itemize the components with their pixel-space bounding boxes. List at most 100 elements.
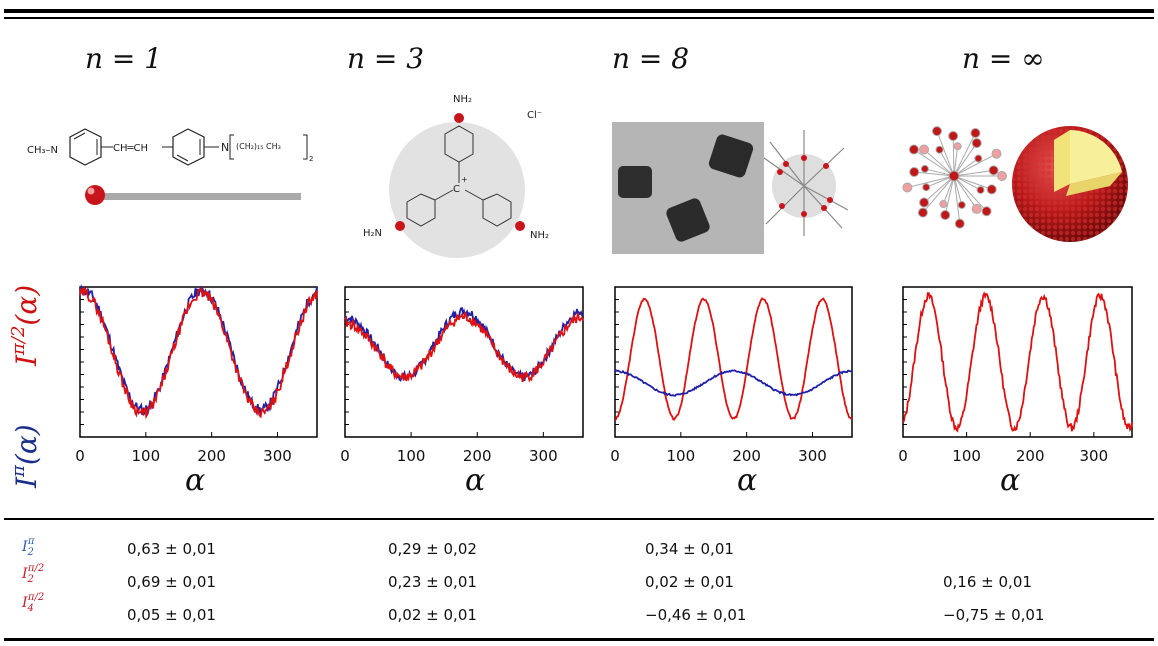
cell-r1-c2: 0,02 ± 0,01	[645, 573, 734, 591]
cell-r0-c0: 0,63 ± 0,01	[127, 540, 216, 558]
chart-panel-ninf: 0 100 200 300	[895, 282, 1145, 471]
mol1-chain-text: (CH₂)₁₅ CH₃	[236, 142, 281, 151]
chart-ninf: 0 100 200 300	[898, 286, 1133, 465]
xlabel-alpha-4: α	[1000, 463, 1021, 498]
urchin-bead	[902, 182, 913, 193]
urchin-bead	[931, 126, 942, 137]
cell-r2-c2: −0,46 ± 0,01	[645, 606, 747, 624]
xlabel-alpha-1: α	[185, 463, 206, 498]
urchin-bead	[976, 185, 985, 194]
chart-n8: 0 100 200 300	[610, 286, 853, 465]
cell-r2-c1: 0,02 ± 0,01	[388, 606, 477, 624]
series-line-0	[344, 306, 584, 382]
cell-r1-c0: 0,69 ± 0,01	[127, 573, 216, 591]
nanocube-micrograph	[612, 122, 764, 254]
mol3-right-text: NH₂	[530, 230, 549, 241]
ylabel-bottom-svg: Iπ(α)	[8, 424, 43, 489]
row-label-I4pi2: I4π/2	[22, 592, 45, 614]
x-tick-label: 300	[798, 447, 827, 465]
ylabel-top: Iπ/2(α)	[0, 256, 50, 376]
urchin-bead	[988, 165, 999, 176]
chart-n3: 0 100 200 300	[340, 286, 584, 465]
cell-r1-c3: 0,16 ± 0,01	[943, 573, 1032, 591]
n-label-inf: n = ∞	[962, 42, 1045, 75]
row-label-I2pi2: I2π/2	[22, 563, 45, 585]
shell-sphere-diagram	[1012, 126, 1128, 242]
x-tick-label: 100	[132, 447, 161, 465]
xlabel-alpha-3: α	[737, 463, 758, 498]
x-tick-label: 0	[75, 447, 85, 465]
xlabel-alpha-2: α	[465, 463, 486, 498]
urchin-bead	[997, 171, 1007, 181]
x-tick-label: 300	[529, 447, 558, 465]
top-rule-thin	[4, 17, 1154, 19]
urchin-bead	[991, 148, 1002, 159]
x-tick-label: 100	[397, 447, 426, 465]
x-tick-label: 100	[667, 447, 696, 465]
cell-r0-c1: 0,29 ± 0,02	[388, 540, 477, 558]
x-tick-label: 200	[197, 447, 226, 465]
chart-panel-n8: 0 100 200 300	[605, 282, 865, 471]
x-tick-label: 0	[898, 447, 908, 465]
n8-star-diagram	[763, 130, 849, 236]
x-tick-label: 100	[952, 447, 981, 465]
urchin-bead	[922, 183, 931, 192]
table-bottom-rule	[4, 638, 1154, 641]
urchin-diagram	[902, 126, 1007, 229]
urchin-bead	[948, 131, 959, 142]
n-label-8: n = 8	[612, 42, 690, 75]
molecule-n3-diagram: NH₂ Cl⁻ C + H₂N NH₂	[363, 94, 549, 258]
x-tick-label: 300	[263, 447, 292, 465]
urchin-bead	[981, 206, 992, 217]
mol1-left-text: CH₃–N	[27, 145, 58, 156]
urchin-bead	[940, 210, 951, 221]
cell-r0-c2: 0,34 ± 0,01	[645, 540, 734, 558]
urchin-bead	[986, 184, 997, 195]
urchin-bead	[939, 200, 948, 209]
mol3-charge-text: +	[461, 175, 468, 184]
x-tick-label: 200	[463, 447, 492, 465]
urchin-bead	[909, 167, 920, 178]
urchin-bead	[974, 154, 983, 163]
chart-panel-n1: 0 100 200 300	[72, 282, 327, 471]
x-tick-label: 300	[1080, 447, 1109, 465]
series-line-0	[902, 291, 1133, 433]
cell-r1-c1: 0,23 ± 0,01	[388, 573, 477, 591]
series-line-1	[79, 285, 318, 420]
n-label-3: n = 3	[347, 42, 425, 75]
urchin-bead	[970, 128, 981, 139]
mol3-left-text: H₂N	[363, 228, 382, 239]
table-top-rule	[4, 518, 1154, 520]
x-tick-label: 200	[732, 447, 761, 465]
urchin-bead	[935, 145, 944, 154]
urchin-bead	[920, 164, 929, 173]
mol1-mid-text: CH═CH	[113, 143, 148, 154]
urchin-bead	[953, 142, 962, 151]
urchin-bead	[971, 203, 982, 214]
urchin-bead	[971, 138, 982, 149]
mol3-center-text: C	[453, 184, 460, 195]
x-tick-label: 200	[1016, 447, 1045, 465]
urchin-bead	[917, 207, 928, 218]
urchin-bead	[919, 144, 930, 155]
svg-text:Iπ/2(α): Iπ/2(α)	[8, 285, 43, 367]
cell-r2-c0: 0,05 ± 0,01	[127, 606, 216, 624]
molecule-n1-diagram: CH₃–N CH═CH N (CH₂)₁₅ CH₃ 2	[27, 128, 313, 205]
mol1-sub-text: 2	[309, 155, 313, 163]
ylabel-top-svg: Iπ/2(α)	[8, 285, 43, 367]
series-line-0	[79, 283, 318, 417]
chart-frame	[902, 286, 1133, 438]
chart-n1: 0 100 200 300	[75, 283, 318, 465]
x-tick-label: 0	[610, 447, 620, 465]
series-line-1	[614, 369, 853, 397]
mol3-top-text: NH₂	[453, 94, 472, 105]
svg-text:Iπ(α): Iπ(α)	[8, 424, 43, 489]
series-line-1	[344, 311, 584, 383]
row-label-I2pi: I2π	[22, 536, 35, 558]
top-rule-thick	[4, 9, 1154, 13]
urchin-bead	[957, 200, 966, 209]
mol1-right-text: N	[221, 141, 229, 154]
urchin-bead	[908, 144, 919, 155]
urchin-bead	[919, 197, 930, 208]
ylabel-bottom: Iπ(α)	[0, 388, 50, 498]
